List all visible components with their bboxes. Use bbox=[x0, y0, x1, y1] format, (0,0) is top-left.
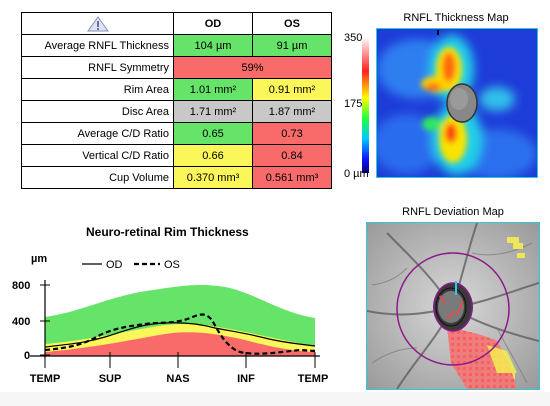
od-value: 0.66 bbox=[173, 144, 253, 167]
table-row: Disc Area 1.71 mm² 1.87 mm² bbox=[21, 100, 332, 123]
table-row: Average C/D Ratio 0.65 0.73 bbox=[21, 122, 332, 145]
od-value: 1.71 mm² bbox=[173, 100, 253, 123]
od-value: 104 µm bbox=[173, 34, 253, 57]
row-label: Vertical C/D Ratio bbox=[21, 144, 174, 167]
os-value: 0.91 mm² bbox=[252, 78, 332, 101]
scale-max-label: 350 bbox=[344, 32, 363, 44]
header-os: OS bbox=[252, 12, 332, 35]
x-tick-label: NAS bbox=[166, 373, 189, 385]
outside-normal-band bbox=[45, 332, 315, 356]
header-od: OD bbox=[173, 12, 253, 35]
row-label: Average C/D Ratio bbox=[21, 122, 174, 145]
x-tick-label: TEMP bbox=[298, 373, 329, 385]
od-value: 1.01 mm² bbox=[173, 78, 253, 101]
thickness-map-image bbox=[377, 29, 537, 177]
table-row: Average RNFL Thickness 104 µm 91 µm bbox=[21, 34, 332, 57]
warning-cell bbox=[21, 12, 174, 35]
y-tick-label: 800 bbox=[12, 280, 30, 292]
rnfl-deviation-map bbox=[366, 222, 540, 390]
row-label: RNFL Symmetry bbox=[21, 56, 174, 79]
os-line bbox=[44, 313, 316, 355]
table-row: Cup Volume 0.370 mm³ 0.561 mm³ bbox=[21, 166, 332, 189]
y-unit-label: µm bbox=[31, 253, 47, 265]
row-label: Average RNFL Thickness bbox=[21, 34, 174, 57]
y-tick-label: 0 bbox=[24, 350, 30, 362]
warning-icon bbox=[86, 15, 109, 31]
os-value: 0.84 bbox=[252, 144, 332, 167]
rim-thickness-chart: µm 800 400 0 OD OS TEMP SUP NAS INF TEMP bbox=[12, 253, 329, 385]
legend-os-label: OS bbox=[164, 259, 180, 271]
rim-chart-title: Neuro-retinal Rim Thickness bbox=[86, 225, 249, 239]
symmetry-value: 59% bbox=[173, 56, 332, 79]
table-row: Vertical C/D Ratio 0.66 0.84 bbox=[21, 144, 332, 167]
x-tick-label: SUP bbox=[99, 373, 122, 385]
thickness-map-title: RNFL Thickness Map bbox=[403, 12, 509, 24]
os-value: 1.87 mm² bbox=[252, 100, 332, 123]
rnfl-summary-table: OD OS Average RNFL Thickness 104 µm 91 µ… bbox=[21, 12, 332, 189]
scale-min-label: 0 µm bbox=[344, 168, 369, 180]
od-line bbox=[44, 322, 316, 348]
os-value: 0.73 bbox=[252, 122, 332, 145]
y-tick-label: 400 bbox=[12, 316, 30, 328]
scale-mid-label: 175 bbox=[344, 98, 363, 110]
rnfl-thickness-map bbox=[376, 28, 538, 178]
table-row: Rim Area 1.01 mm² 0.91 mm² bbox=[21, 78, 332, 101]
od-value: 0.65 bbox=[173, 122, 253, 145]
x-tick-label: INF bbox=[237, 373, 255, 385]
deviation-map-image bbox=[367, 223, 539, 389]
os-value: 91 µm bbox=[252, 34, 332, 57]
deviation-map-title: RNFL Deviation Map bbox=[402, 206, 504, 218]
x-tick-label: TEMP bbox=[30, 373, 61, 385]
table-row: RNFL Symmetry 59% bbox=[21, 56, 332, 79]
os-value: 0.561 mm³ bbox=[252, 166, 332, 189]
row-label: Rim Area bbox=[21, 78, 174, 101]
table-header-row: OD OS bbox=[21, 12, 332, 35]
row-label: Cup Volume bbox=[21, 166, 174, 189]
thickness-color-scale bbox=[362, 37, 369, 173]
legend-od-label: OD bbox=[106, 259, 123, 271]
row-label: Disc Area bbox=[21, 100, 174, 123]
od-value: 0.370 mm³ bbox=[173, 166, 253, 189]
